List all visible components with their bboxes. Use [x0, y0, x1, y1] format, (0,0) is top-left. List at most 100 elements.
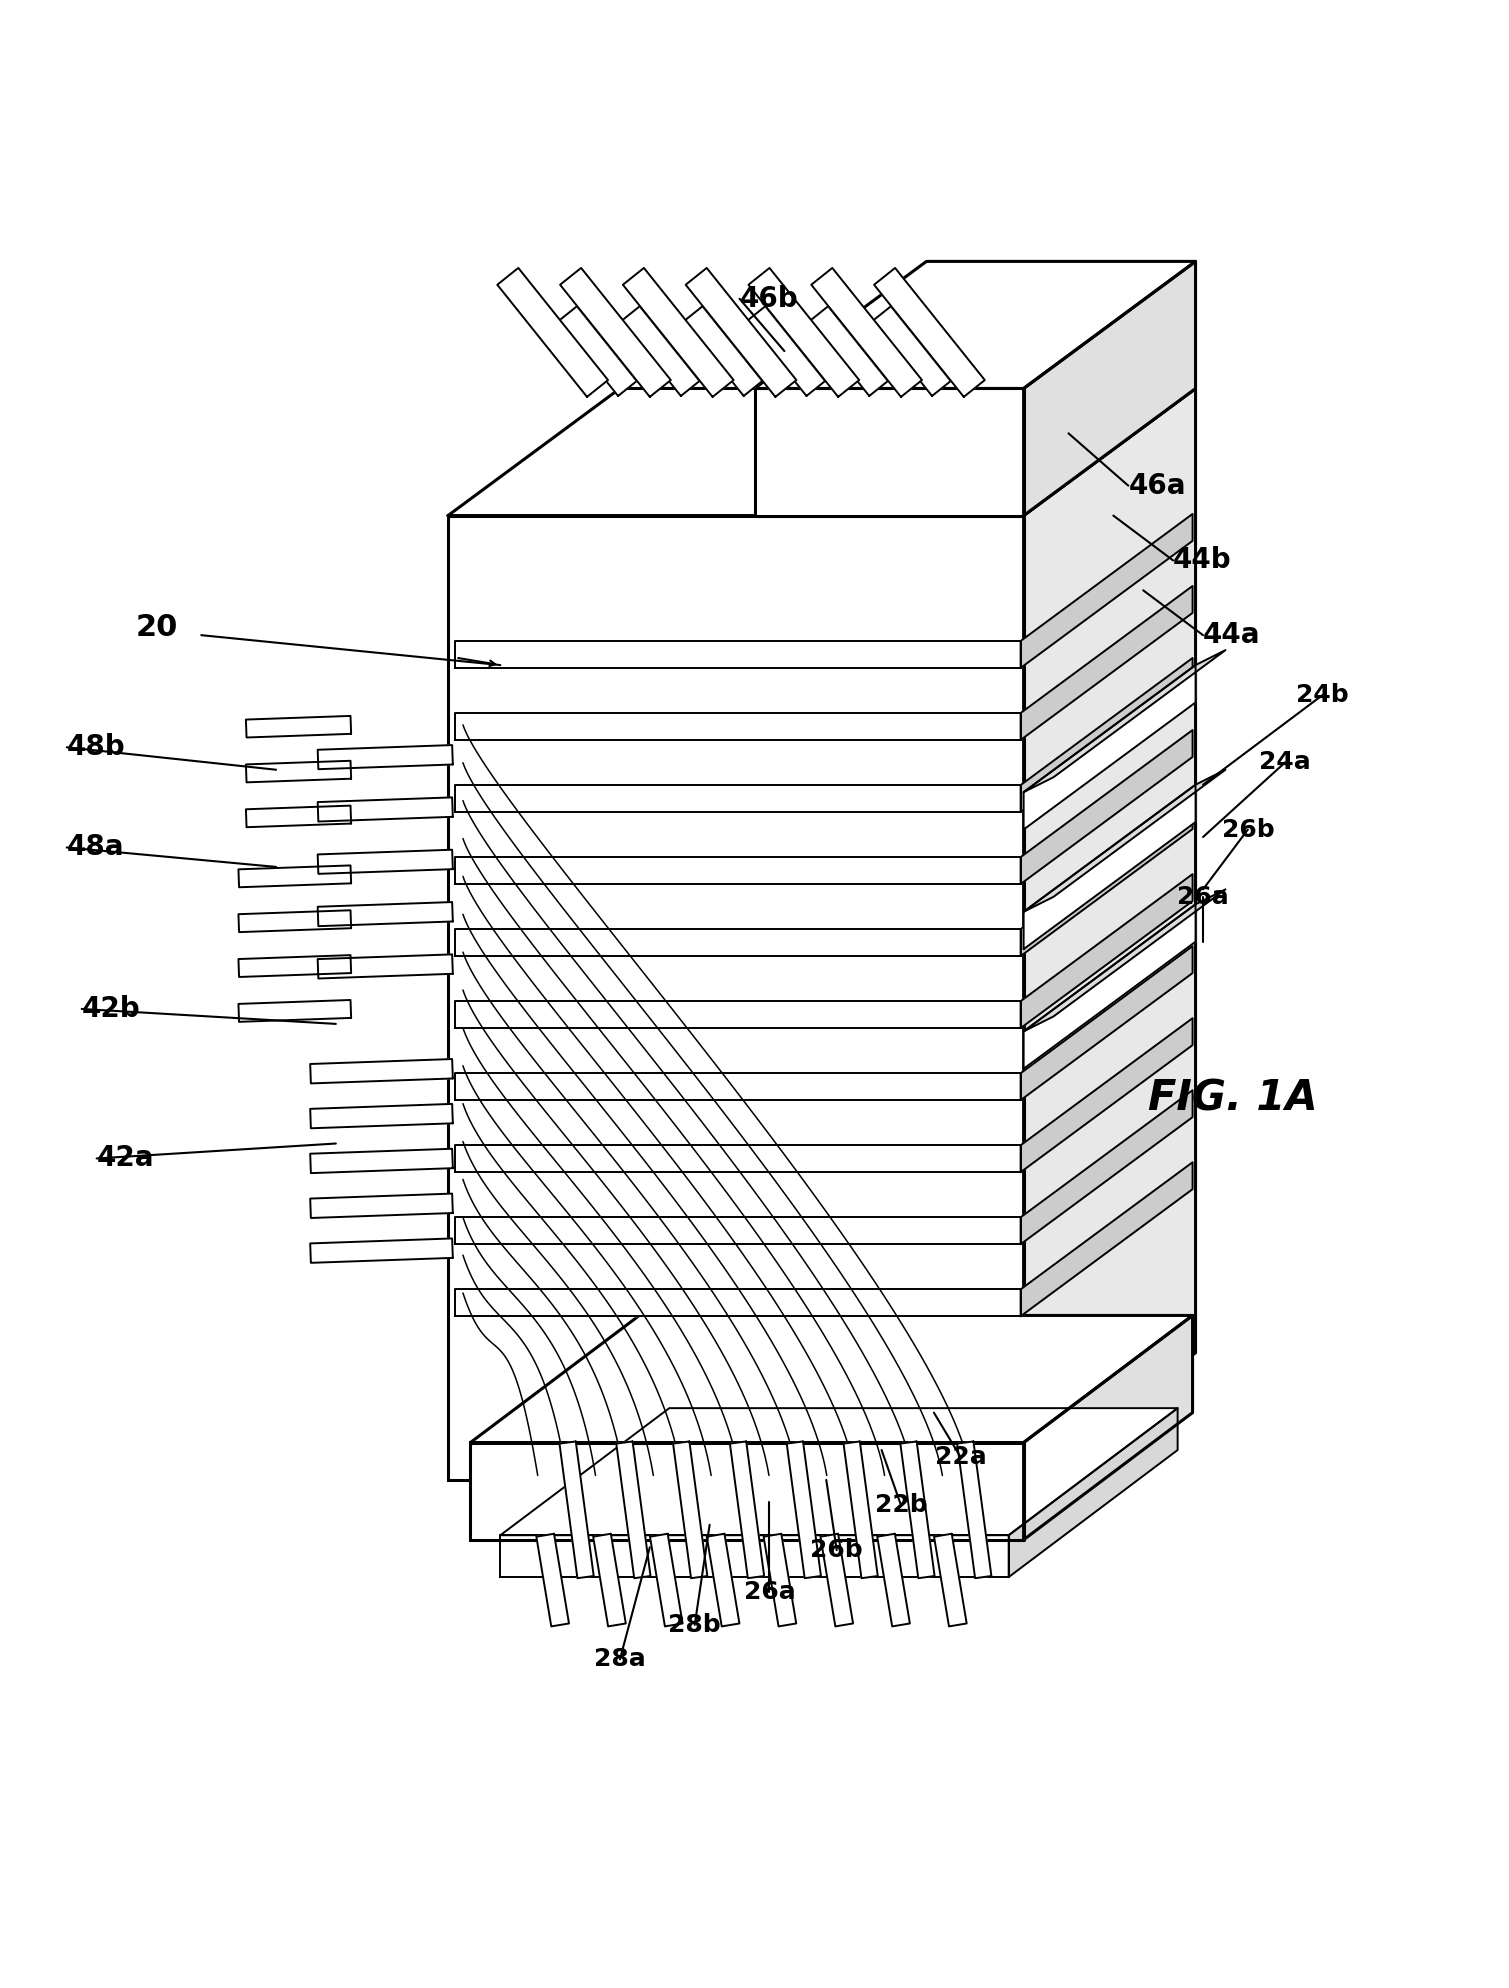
Polygon shape [238, 1000, 352, 1022]
Text: 26b: 26b [810, 1539, 863, 1563]
Polygon shape [1020, 730, 1192, 885]
Polygon shape [311, 1103, 453, 1129]
Text: 42a: 42a [97, 1145, 154, 1173]
Polygon shape [456, 640, 1020, 668]
Polygon shape [1023, 388, 1195, 1479]
Polygon shape [1023, 1316, 1192, 1541]
Polygon shape [471, 1443, 1023, 1541]
Text: 44a: 44a [1203, 620, 1260, 650]
Polygon shape [311, 1193, 453, 1219]
Polygon shape [622, 306, 700, 396]
Text: 26b: 26b [1222, 817, 1274, 841]
Polygon shape [318, 849, 453, 875]
Polygon shape [1023, 650, 1225, 791]
Polygon shape [318, 954, 453, 978]
Text: 24b: 24b [1296, 684, 1349, 708]
Text: 28a: 28a [595, 1648, 646, 1672]
Polygon shape [1020, 1018, 1192, 1173]
Polygon shape [246, 761, 352, 783]
Polygon shape [238, 911, 352, 932]
Polygon shape [501, 1408, 1177, 1535]
Polygon shape [311, 1149, 453, 1173]
Polygon shape [471, 1316, 1192, 1443]
Polygon shape [1020, 586, 1192, 740]
Polygon shape [874, 268, 985, 398]
Polygon shape [1023, 905, 1195, 1070]
Polygon shape [1008, 1408, 1177, 1576]
Polygon shape [1020, 801, 1192, 956]
Polygon shape [1023, 260, 1195, 515]
Polygon shape [1020, 1089, 1192, 1244]
Polygon shape [1020, 515, 1192, 668]
Polygon shape [1020, 658, 1192, 811]
Polygon shape [238, 954, 352, 976]
Polygon shape [684, 306, 762, 396]
Polygon shape [238, 865, 352, 887]
Polygon shape [311, 1239, 453, 1262]
Polygon shape [1023, 666, 1195, 829]
Polygon shape [560, 268, 672, 398]
Polygon shape [754, 388, 1023, 515]
Polygon shape [456, 1002, 1020, 1028]
Polygon shape [311, 1060, 453, 1083]
Polygon shape [456, 714, 1020, 740]
Polygon shape [685, 268, 797, 398]
Polygon shape [456, 857, 1020, 885]
Polygon shape [1020, 946, 1192, 1099]
Polygon shape [877, 1535, 910, 1626]
Polygon shape [1020, 875, 1192, 1028]
Text: 26a: 26a [1177, 885, 1228, 909]
Polygon shape [448, 388, 1195, 515]
Text: 20: 20 [136, 612, 178, 642]
Polygon shape [673, 1441, 708, 1578]
Text: FIG. 1A: FIG. 1A [1148, 1077, 1317, 1119]
Polygon shape [501, 1535, 1008, 1576]
Polygon shape [498, 268, 608, 398]
Polygon shape [957, 1441, 991, 1578]
Polygon shape [1020, 1163, 1192, 1316]
Polygon shape [748, 268, 859, 398]
Text: 24a: 24a [1260, 749, 1311, 773]
Polygon shape [560, 1441, 593, 1578]
Text: 48b: 48b [66, 734, 125, 761]
Polygon shape [901, 1441, 934, 1578]
Text: 28b: 28b [668, 1612, 721, 1636]
Polygon shape [318, 746, 453, 769]
Polygon shape [318, 797, 453, 821]
Polygon shape [246, 716, 352, 738]
Polygon shape [764, 1535, 797, 1626]
Polygon shape [747, 306, 825, 396]
Text: 22b: 22b [875, 1493, 928, 1517]
Polygon shape [754, 260, 1195, 388]
Text: 46a: 46a [1129, 471, 1186, 499]
Polygon shape [456, 1145, 1020, 1173]
Polygon shape [318, 903, 453, 926]
Text: 48a: 48a [66, 833, 124, 861]
Polygon shape [934, 1535, 967, 1626]
Polygon shape [872, 306, 951, 396]
Text: 44b: 44b [1172, 547, 1231, 575]
Polygon shape [456, 1217, 1020, 1244]
Polygon shape [844, 1441, 878, 1578]
Polygon shape [786, 1441, 821, 1578]
Polygon shape [821, 1535, 853, 1626]
Polygon shape [558, 306, 637, 396]
Polygon shape [706, 1535, 739, 1626]
Polygon shape [623, 268, 733, 398]
Polygon shape [456, 785, 1020, 811]
Polygon shape [1023, 889, 1225, 1032]
Polygon shape [809, 306, 887, 396]
Polygon shape [456, 928, 1020, 956]
Polygon shape [593, 1535, 626, 1626]
Polygon shape [456, 1074, 1020, 1099]
Text: 22a: 22a [936, 1445, 987, 1469]
Text: 42b: 42b [81, 994, 140, 1024]
Polygon shape [1023, 785, 1195, 948]
Polygon shape [448, 515, 1023, 1479]
Text: 46b: 46b [739, 284, 798, 312]
Polygon shape [616, 1441, 650, 1578]
Polygon shape [536, 1535, 569, 1626]
Polygon shape [730, 1441, 764, 1578]
Polygon shape [812, 268, 922, 398]
Polygon shape [456, 1290, 1020, 1316]
